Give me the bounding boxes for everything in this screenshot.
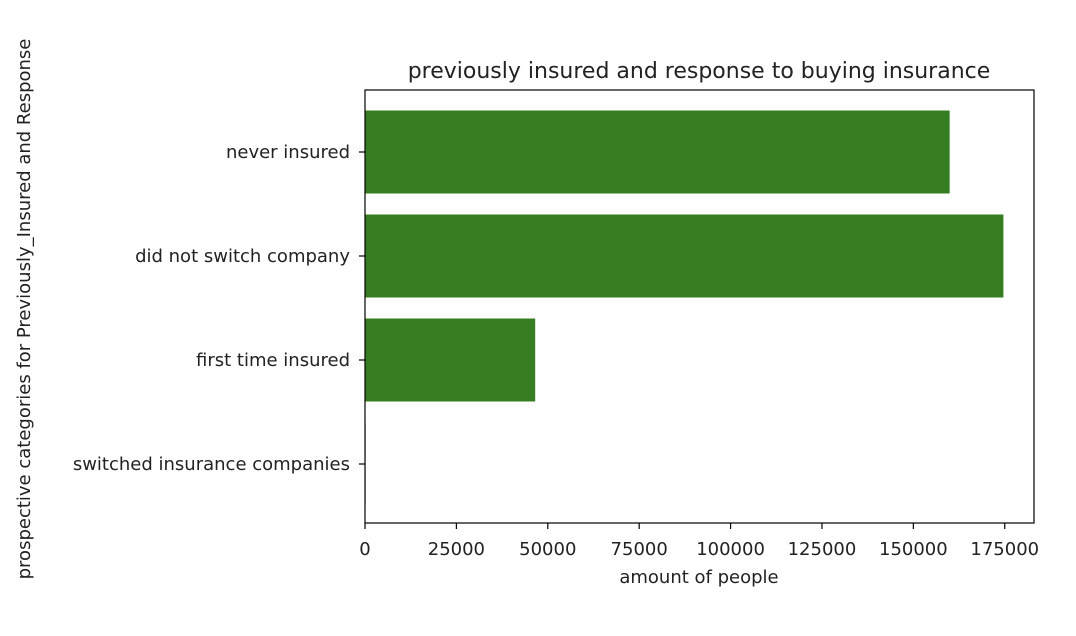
y-axis-label: prospective categories for Previously_In…	[14, 39, 35, 580]
y-tick-label: never insured	[226, 142, 350, 163]
y-tick-label: first time insured	[196, 350, 350, 371]
x-tick-label: 0	[359, 539, 370, 560]
x-tick-label: 50000	[519, 539, 576, 560]
x-tick-label: 25000	[428, 539, 485, 560]
x-tick-label: 100000	[696, 539, 765, 560]
bar-did-not-switch-company	[365, 214, 1004, 298]
bar-first-time-insured	[365, 318, 536, 402]
bar-never-insured	[365, 110, 950, 194]
x-tick-label: 125000	[788, 539, 857, 560]
x-axis-label: amount of people	[619, 567, 778, 588]
y-axis: never insured did not switch company first…	[73, 142, 365, 475]
plot-frame	[364, 89, 1035, 524]
x-tick-label: 175000	[970, 539, 1039, 560]
x-tick-label: 75000	[611, 539, 668, 560]
chart-title: previously insured and response to buyin…	[408, 59, 991, 84]
bars-group	[365, 110, 1004, 506]
y-tick-label: switched insurance companies	[73, 454, 350, 475]
y-tick-label: did not switch company	[135, 246, 350, 267]
x-tick-label: 150000	[879, 539, 948, 560]
x-axis: 0 25000 50000 75000 100000 125000 150000 175000	[359, 523, 1039, 560]
